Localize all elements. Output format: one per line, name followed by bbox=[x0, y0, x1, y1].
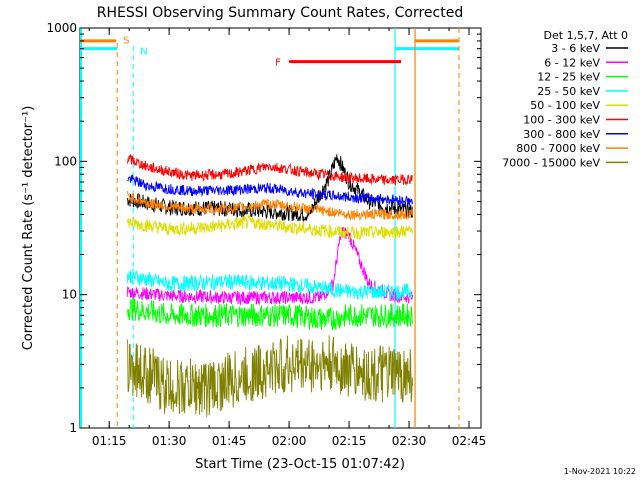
y-axis-label: Corrected Count Rate (s⁻¹ detector⁻¹) bbox=[21, 106, 36, 351]
y-tick-label: 10 bbox=[62, 288, 77, 302]
series-line bbox=[127, 174, 414, 207]
legend-entry-label: 50 - 100 keV bbox=[530, 99, 600, 112]
legend-entry-label: 25 - 50 keV bbox=[537, 85, 600, 98]
flare-label: F bbox=[275, 58, 281, 69]
series-line bbox=[126, 296, 414, 330]
night-label: N bbox=[140, 46, 147, 57]
saa-label: S bbox=[123, 35, 129, 46]
axis-layer: 01:15 01:30 01:45 02:00 02:15 02:30 02:45 1 10 10… bbox=[46, 21, 486, 448]
x-tick-label: 01:30 bbox=[152, 434, 187, 448]
series-line bbox=[126, 153, 414, 186]
y-tick-label: 1 bbox=[69, 421, 77, 435]
legend-entry-label: 7000 - 15000 keV bbox=[502, 156, 600, 169]
series-line bbox=[126, 335, 414, 417]
x-tick-label: 02:15 bbox=[332, 434, 367, 448]
y-tick-label: 1000 bbox=[46, 21, 77, 35]
x-axis-label: Start Time (23-Oct-15 01:07:42) bbox=[195, 457, 405, 472]
x-tick-label: 02:45 bbox=[452, 434, 487, 448]
y-tick-label: 100 bbox=[54, 154, 77, 168]
legend-title: Det 1,5,7, Att 0 bbox=[544, 29, 628, 42]
series-line bbox=[126, 268, 414, 302]
legend-entry-label: 6 - 12 keV bbox=[544, 56, 600, 69]
legend-entry-label: 3 - 6 keV bbox=[551, 42, 600, 55]
legend-entry-label: 300 - 800 keV bbox=[523, 128, 600, 141]
legend-entry-label: 12 - 25 keV bbox=[537, 71, 600, 84]
series-line bbox=[126, 226, 414, 306]
series-line bbox=[126, 214, 414, 242]
footer-timestamp: 1-Nov-2021 10:22 bbox=[564, 467, 636, 476]
chart-title: RHESSI Observing Summary Count Rates, Co… bbox=[97, 5, 463, 21]
x-tick-label: 01:45 bbox=[212, 434, 247, 448]
x-tick-label: 02:00 bbox=[272, 434, 307, 448]
x-tick-label: 02:30 bbox=[392, 434, 427, 448]
x-tick-label: 01:15 bbox=[92, 434, 127, 448]
series-line bbox=[126, 191, 414, 222]
series-layer bbox=[126, 153, 414, 417]
legend-entry-label: 100 - 300 keV bbox=[523, 114, 600, 127]
legend-entry-label: 800 - 7000 keV bbox=[516, 142, 600, 155]
